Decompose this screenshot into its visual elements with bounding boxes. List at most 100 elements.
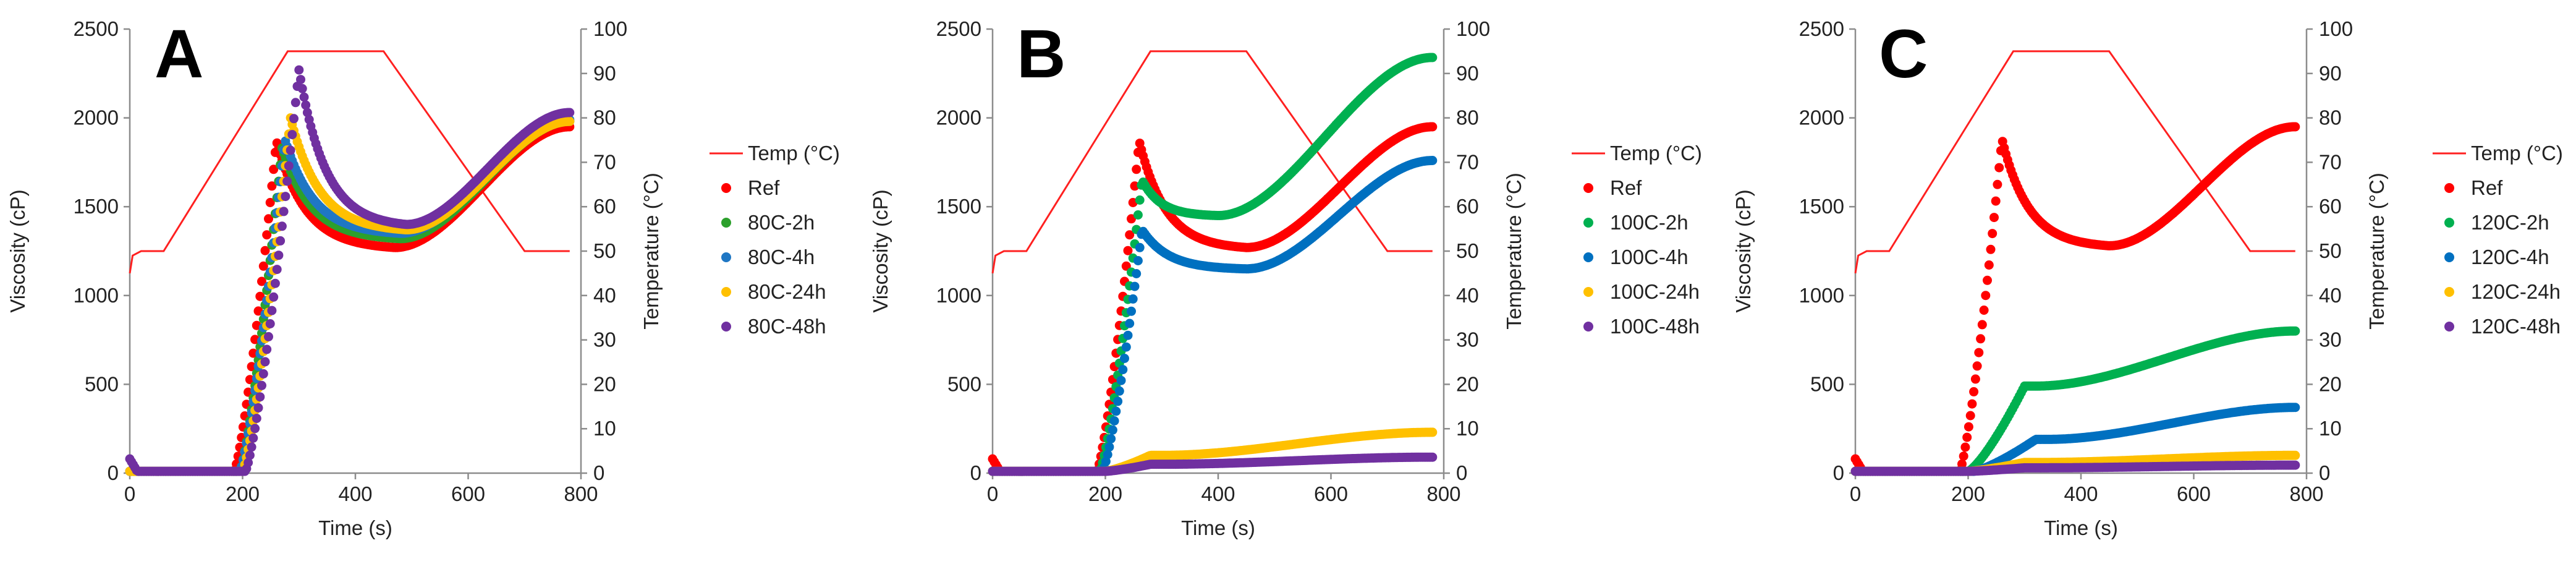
y2-tick-label: 80 bbox=[1456, 106, 1479, 129]
data-point bbox=[264, 214, 273, 224]
legend-swatch bbox=[1583, 322, 1593, 332]
data-point bbox=[1964, 422, 1973, 432]
y-tick-label: 1500 bbox=[936, 195, 981, 218]
data-point bbox=[1957, 459, 1967, 469]
data-point bbox=[297, 83, 307, 93]
data-point bbox=[1127, 306, 1136, 316]
series-80c-48h bbox=[125, 65, 575, 476]
series-100c-48h bbox=[988, 452, 1438, 476]
legend: Temp (°C) Ref 120C-2h 120C-4h 120C-24h 120C-4… bbox=[2433, 142, 2563, 338]
y2-tick-label: 100 bbox=[2319, 17, 2353, 40]
data-point bbox=[2290, 450, 2300, 460]
x-tick-label: 400 bbox=[2064, 482, 2098, 505]
y2-tick-label: 20 bbox=[2319, 372, 2342, 395]
data-point bbox=[286, 145, 295, 155]
legend-label: 80C-48h bbox=[748, 315, 826, 338]
data-point bbox=[1993, 179, 2002, 189]
data-point bbox=[2290, 326, 2300, 336]
y2-tick-label: 50 bbox=[1456, 239, 1479, 262]
data-point bbox=[1984, 260, 1994, 270]
legend-swatch bbox=[2444, 287, 2454, 297]
series-120c-48h bbox=[1850, 460, 2300, 476]
y2-tick-label: 0 bbox=[2319, 461, 2330, 484]
legend-label: 120C-4h bbox=[2471, 246, 2549, 268]
data-point bbox=[1135, 195, 1145, 205]
panel-letter-b: B bbox=[1017, 16, 1066, 92]
data-point bbox=[302, 108, 312, 118]
y2-tick-label: 100 bbox=[593, 17, 627, 40]
legend-swatch bbox=[2444, 218, 2454, 228]
data-point bbox=[565, 116, 575, 126]
data-point bbox=[272, 265, 282, 275]
x-tick-label: 800 bbox=[1426, 482, 1460, 505]
data-point bbox=[1428, 53, 1438, 62]
y2-tick-label: 30 bbox=[2319, 328, 2342, 351]
x-tick-label: 400 bbox=[338, 482, 372, 505]
data-point bbox=[294, 65, 304, 75]
x-axis-label: Time (s) bbox=[2044, 516, 2118, 539]
data-point bbox=[1970, 374, 1980, 384]
data-point bbox=[1108, 425, 1117, 435]
legend-label: 80C-2h bbox=[748, 211, 815, 234]
legend-swatch bbox=[721, 183, 731, 193]
y2-axis-label: Temperature (°C) bbox=[2365, 173, 2388, 329]
legend-swatch bbox=[1583, 252, 1593, 262]
legend-swatch bbox=[721, 218, 731, 228]
data-point bbox=[276, 236, 286, 246]
x-tick-label: 800 bbox=[564, 482, 598, 505]
data-point bbox=[253, 403, 263, 413]
x-tick-label: 200 bbox=[1951, 482, 1985, 505]
data-point bbox=[1113, 396, 1123, 406]
legend-label: 100C-48h bbox=[1610, 315, 1700, 338]
y2-tick-label: 30 bbox=[1456, 328, 1479, 351]
y-tick-label: 0 bbox=[108, 461, 119, 484]
data-point bbox=[281, 192, 290, 202]
y-tick-label: 0 bbox=[1833, 461, 1844, 484]
x-tick-label: 800 bbox=[2289, 482, 2323, 505]
data-point bbox=[1111, 406, 1121, 416]
y-tick-label: 1000 bbox=[74, 284, 119, 307]
data-point bbox=[260, 246, 270, 255]
data-point bbox=[1979, 306, 1989, 315]
y-tick-label: 1500 bbox=[1799, 195, 1844, 218]
data-point bbox=[1967, 399, 1977, 409]
data-point bbox=[1133, 210, 1143, 220]
data-point bbox=[287, 130, 297, 140]
data-point bbox=[1132, 165, 1142, 174]
x-tick-label: 0 bbox=[987, 482, 998, 505]
series-80c-4h bbox=[125, 115, 575, 476]
panel-letter-c: C bbox=[1879, 16, 1928, 92]
legend: Temp (°C) Ref 80C-2h 80C-4h 80C-24h 80C-48h bbox=[710, 142, 840, 338]
data-point bbox=[257, 380, 266, 390]
data-point bbox=[1133, 256, 1143, 265]
legend-label: 120C-48h bbox=[2471, 315, 2561, 338]
y-tick-label: 2500 bbox=[936, 17, 981, 40]
y2-tick-label: 80 bbox=[2319, 106, 2342, 129]
legend-label: Temp (°C) bbox=[2471, 142, 2563, 165]
y2-tick-label: 10 bbox=[593, 417, 616, 440]
y2-tick-label: 90 bbox=[593, 62, 616, 85]
data-point bbox=[255, 291, 265, 301]
data-point bbox=[290, 98, 300, 108]
y-tick-label: 2500 bbox=[74, 17, 119, 40]
y2-tick-label: 60 bbox=[2319, 195, 2342, 218]
legend-label: Ref bbox=[2471, 176, 2503, 199]
y2-tick-label: 50 bbox=[593, 239, 616, 262]
y2-tick-label: 70 bbox=[2319, 150, 2342, 173]
data-point bbox=[264, 332, 273, 341]
data-point bbox=[250, 424, 260, 434]
data-point bbox=[284, 161, 294, 171]
data-point bbox=[1994, 163, 2004, 173]
data-point bbox=[1104, 442, 1114, 452]
data-point bbox=[1132, 269, 1142, 278]
legend-swatch bbox=[2444, 322, 2454, 332]
x-tick-label: 600 bbox=[451, 482, 485, 505]
data-point bbox=[1121, 342, 1131, 352]
legend-swatch bbox=[2444, 183, 2454, 193]
data-point bbox=[1114, 386, 1124, 396]
data-point bbox=[260, 357, 270, 367]
x-tick-label: 600 bbox=[2177, 482, 2211, 505]
data-point bbox=[1976, 334, 1986, 344]
legend-label: Ref bbox=[748, 176, 780, 199]
y-tick-label: 2000 bbox=[1799, 106, 1844, 129]
